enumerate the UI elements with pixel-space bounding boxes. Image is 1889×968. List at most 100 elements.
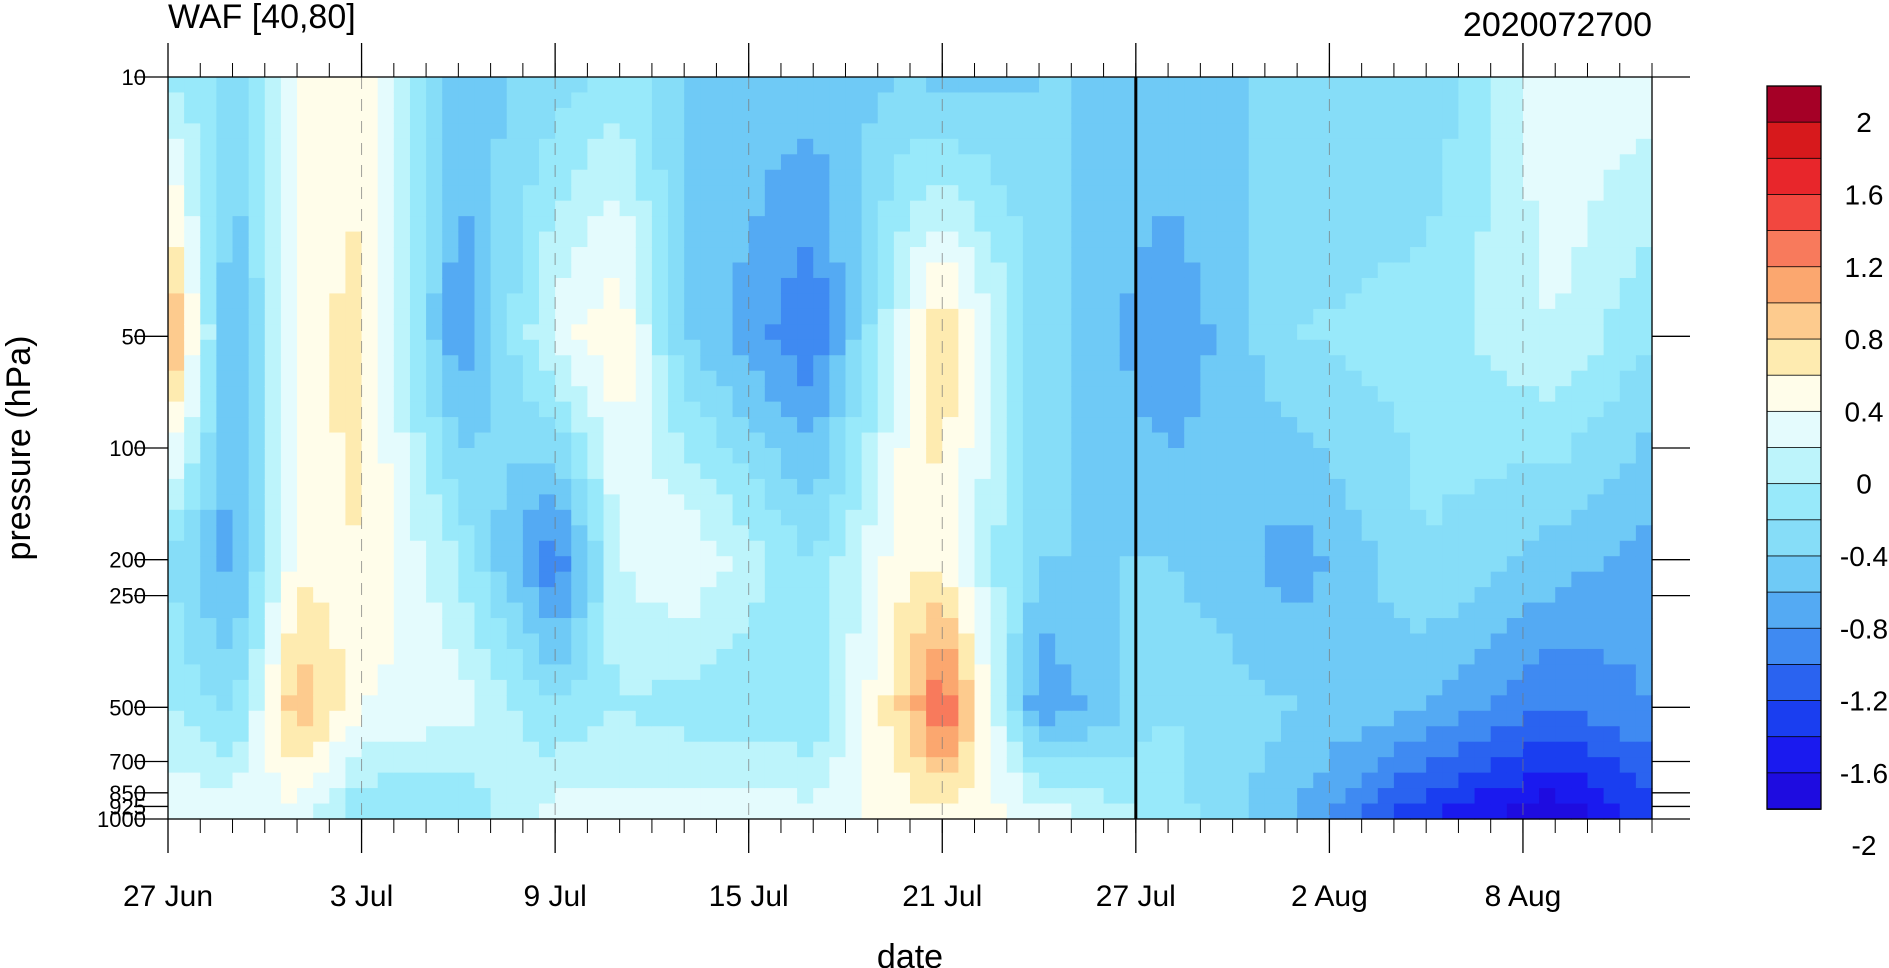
contour-cell [1216, 772, 1234, 789]
contour-cell [1103, 401, 1121, 418]
contour-cell [1361, 417, 1379, 434]
contour-cell [587, 401, 605, 418]
contour-cell [506, 123, 524, 140]
contour-cell [1151, 231, 1169, 248]
contour-cell [1313, 432, 1330, 449]
contour-cell [910, 772, 927, 789]
contour-cell [1587, 324, 1605, 341]
contour-cell [1313, 587, 1330, 604]
contour-cell [1168, 123, 1185, 140]
contour-cell [958, 262, 976, 279]
contour-cell [1264, 448, 1282, 465]
contour-cell [910, 185, 927, 202]
contour-cell [184, 509, 201, 526]
contour-cell [958, 169, 976, 186]
contour-cell [1506, 185, 1524, 202]
contour-cell [974, 231, 992, 248]
contour-cell [442, 494, 459, 511]
contour-cell [393, 355, 411, 372]
contour-cell [361, 788, 379, 805]
contour-cell [1055, 277, 1072, 295]
contour-cell [280, 540, 298, 557]
contour-cell [248, 726, 266, 743]
contour-cell [797, 463, 814, 480]
contour-cell [248, 556, 266, 573]
contour-cell [1474, 803, 1492, 820]
contour-cell [1474, 710, 1492, 727]
contour-cell [1297, 448, 1314, 465]
contour-cell [555, 587, 572, 604]
contour-cell [910, 571, 927, 588]
contour-cell [603, 247, 621, 264]
contour-cell [668, 277, 685, 295]
contour-cell [797, 417, 814, 434]
contour-cell [1119, 77, 1137, 94]
contour-cell [1313, 339, 1330, 356]
contour-cell [1281, 710, 1298, 727]
contour-cell [1313, 571, 1330, 588]
contour-cell [297, 448, 314, 465]
contour-cell [845, 386, 863, 403]
contour-cell [1168, 741, 1185, 758]
contour-cell [1039, 463, 1056, 480]
contour-cell [1490, 324, 1508, 341]
contour-cell [1345, 107, 1363, 124]
contour-cell [587, 602, 605, 619]
contour-cell [651, 772, 669, 789]
contour-cell [313, 587, 330, 604]
contour-cell [1264, 788, 1282, 805]
contour-cell [651, 648, 669, 666]
contour-cell [1361, 432, 1379, 449]
contour-cell [1184, 679, 1201, 696]
contour-cell [1474, 200, 1492, 217]
contour-cell [1006, 633, 1024, 650]
contour-cell [1361, 587, 1379, 604]
contour-cell [845, 339, 863, 356]
contour-cell [1022, 525, 1040, 542]
contour-cell [1313, 401, 1330, 418]
contour-cell [1216, 478, 1234, 495]
contour-cell [619, 324, 637, 341]
contour-cell [861, 448, 879, 465]
contour-cell [861, 540, 879, 557]
contour-cell [829, 169, 847, 186]
contour-cell [216, 92, 234, 109]
contour-cell [168, 123, 185, 140]
contour-cell [1377, 494, 1395, 511]
contour-cell [329, 401, 347, 418]
contour-cell [409, 463, 427, 480]
contour-cell [409, 803, 427, 820]
contour-cell [1006, 200, 1024, 217]
contour-cell [748, 757, 766, 774]
contour-cell [668, 788, 685, 805]
contour-cell [1603, 401, 1621, 418]
contour-cell [168, 741, 185, 758]
contour-cell [506, 200, 524, 217]
contour-cell [184, 123, 201, 140]
contour-cell [393, 417, 411, 434]
contour-cell [1119, 324, 1137, 341]
contour-cell [926, 138, 943, 155]
contour-cell [280, 247, 298, 264]
contour-cell [555, 277, 572, 295]
contour-cell [1006, 432, 1024, 449]
contour-cell [1071, 648, 1089, 666]
contour-cell [1135, 540, 1153, 557]
contour-cell [958, 77, 976, 94]
contour-cell [442, 710, 459, 727]
contour-cell [232, 432, 250, 449]
contour-cell [1458, 726, 1476, 743]
contour-cell [1071, 92, 1089, 109]
contour-cell [1313, 602, 1330, 619]
contour-cell [1490, 587, 1508, 604]
contour-cell [490, 138, 508, 155]
contour-cell [1329, 339, 1347, 356]
contour-cell [958, 556, 976, 573]
contour-cell [732, 92, 750, 109]
contour-cell [490, 726, 508, 743]
contour-cell [1168, 154, 1185, 171]
contour-cell [813, 679, 830, 696]
contour-cell [910, 154, 927, 171]
contour-cell [1313, 417, 1330, 434]
contour-cell [684, 602, 701, 619]
